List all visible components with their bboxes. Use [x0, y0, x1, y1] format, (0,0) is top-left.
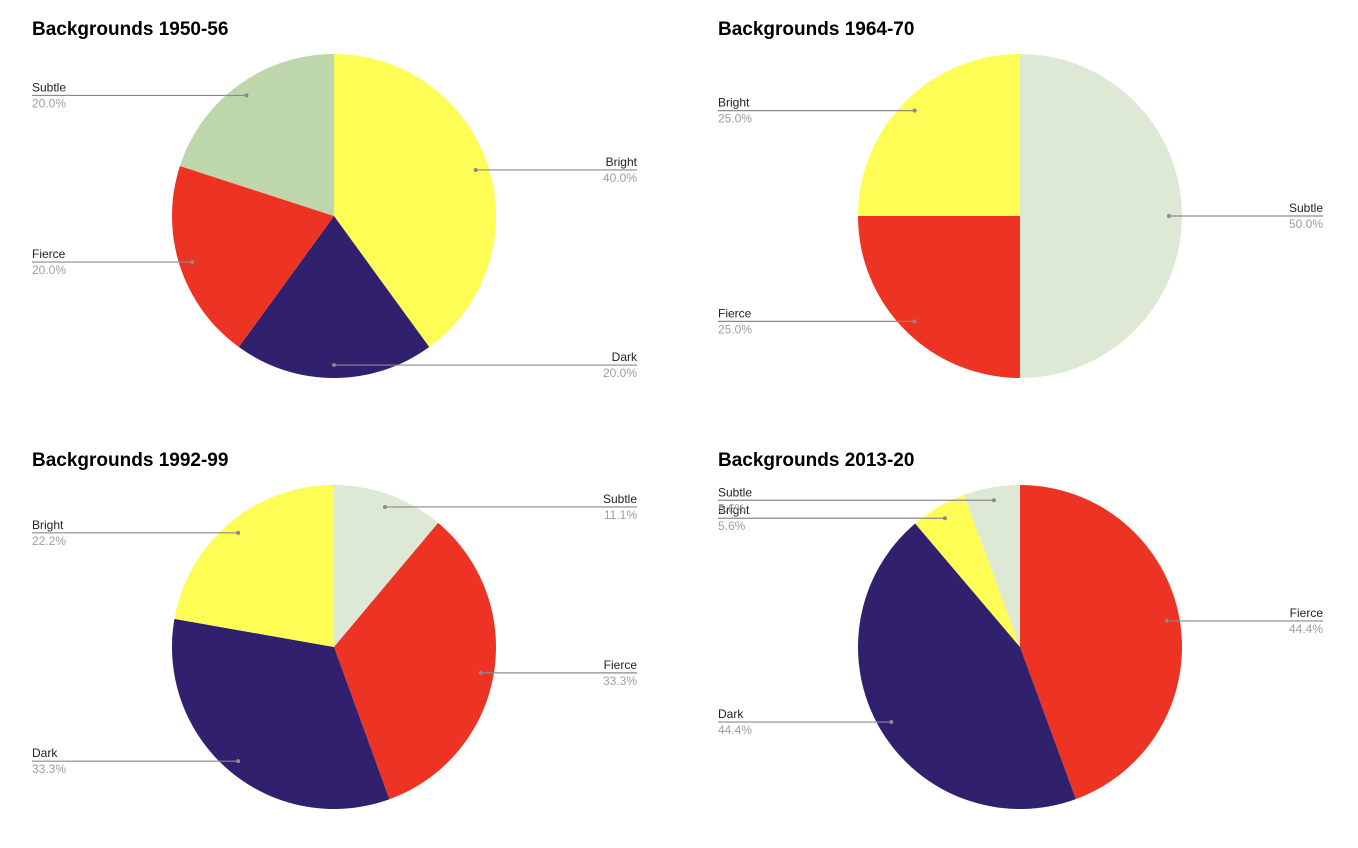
pie-chart-1950-56: Bright 40.0% Dark 20.0% Fierce 20.0% Subtle 20.… — [32, 54, 638, 380]
slice-label-bright: Bright — [718, 96, 750, 110]
pie-slice-bright — [174, 485, 334, 647]
chart-title: Backgrounds 1964-70 — [718, 19, 915, 40]
leader-dot-subtle — [991, 498, 996, 503]
pie-slice-fierce — [858, 216, 1020, 378]
pie-slice-fierce — [334, 522, 496, 800]
chart-panel-2013-20: Backgrounds 2013-20 Fierce 44.4% Dark 44.4%… — [686, 431, 1358, 848]
slice-label-subtle: Subtle — [718, 485, 752, 499]
slice-label-subtle: Subtle — [1289, 201, 1323, 215]
slice-label-bright: Bright — [32, 518, 64, 532]
slice-label-bright: Bright — [606, 155, 638, 169]
slice-percent-dark: 20.0% — [603, 366, 637, 380]
slice-percent-bright: 40.0% — [603, 171, 637, 185]
pie-slice-subtle — [334, 485, 439, 647]
pie-slice-subtle — [179, 54, 334, 216]
leader-dot-fierce — [1164, 618, 1169, 623]
leader-dot-fierce — [478, 670, 483, 675]
leader-dot-subtle — [244, 93, 249, 98]
leader-dot-dark — [332, 363, 336, 368]
chart-title: Backgrounds 1950-56 — [32, 19, 229, 40]
leader-dot-bright — [473, 167, 478, 172]
slice-label-subtle: Subtle — [32, 80, 66, 94]
slice-label-dark: Dark — [612, 350, 638, 364]
leader-dot-fierce — [190, 260, 195, 265]
pie-slice-fierce — [1020, 485, 1182, 800]
leader-dot-dark — [889, 720, 894, 725]
slice-percent-fierce: 44.4% — [1289, 622, 1323, 636]
pie-slice-dark — [858, 523, 1076, 809]
slice-label-fierce: Fierce — [1290, 606, 1324, 620]
slice-percent-bright: 25.0% — [718, 112, 752, 126]
slice-percent-bright: 22.2% — [32, 534, 66, 548]
slice-label-dark: Dark — [718, 707, 744, 721]
pie-slice-bright — [334, 54, 497, 348]
slice-percent-bright: 5.6% — [718, 519, 746, 533]
chart-panel-1992-99: Backgrounds 1992-99 Subtle 11.1% Fierce 33.… — [0, 431, 679, 848]
pie-slice-fierce — [172, 165, 334, 348]
slice-label-fierce: Fierce — [604, 658, 638, 672]
pie-slice-bright — [858, 54, 1020, 216]
slice-percent-subtle: 50.0% — [1289, 217, 1323, 231]
slice-percent-fierce: 20.0% — [32, 263, 66, 277]
leader-dot-subtle — [382, 504, 387, 509]
pie-chart-1992-99: Subtle 11.1% Fierce 33.3% Dark 33.3% Bright 22.… — [32, 485, 638, 809]
chart-title: Backgrounds 2013-20 — [718, 450, 915, 471]
leader-dot-bright — [236, 530, 241, 535]
pie-slice-bright — [915, 494, 1020, 647]
leader-dot-bright — [942, 516, 947, 521]
leader-dot-dark — [236, 759, 241, 764]
slice-percent-dark: 44.4% — [718, 723, 752, 737]
slice-percent-dark: 33.3% — [32, 762, 66, 776]
pie-slice-dark — [238, 216, 430, 379]
slice-percent-fierce: 33.3% — [603, 674, 637, 688]
slice-percent-subtle: 5.6% — [718, 501, 746, 515]
slice-label-fierce: Fierce — [718, 306, 752, 320]
leader-dot-subtle — [1167, 214, 1172, 218]
slice-label-dark: Dark — [32, 746, 58, 760]
chart-title: Backgrounds 1992-99 — [32, 450, 229, 471]
slice-label-fierce: Fierce — [32, 247, 66, 261]
leader-dot-bright — [912, 108, 917, 113]
pie-chart-1964-70: Subtle 50.0% Fierce 25.0% Bright 25.0% — [718, 54, 1323, 378]
slice-label-bright: Bright — [718, 503, 750, 517]
chart-panel-1964-70: Backgrounds 1964-70 Subtle 50.0% Fierce 25.… — [686, 0, 1358, 417]
slice-percent-subtle: 11.1% — [604, 508, 637, 522]
slice-label-subtle: Subtle — [603, 492, 637, 506]
leader-dot-fierce — [912, 319, 917, 324]
slice-percent-subtle: 20.0% — [32, 96, 66, 110]
chart-panel-1950-56: Backgrounds 1950-56 Bright 40.0% Dark 20.0%… — [0, 0, 679, 417]
pie-slice-subtle — [1020, 54, 1182, 378]
slice-percent-fierce: 25.0% — [718, 322, 752, 336]
pie-slice-subtle — [964, 485, 1020, 647]
